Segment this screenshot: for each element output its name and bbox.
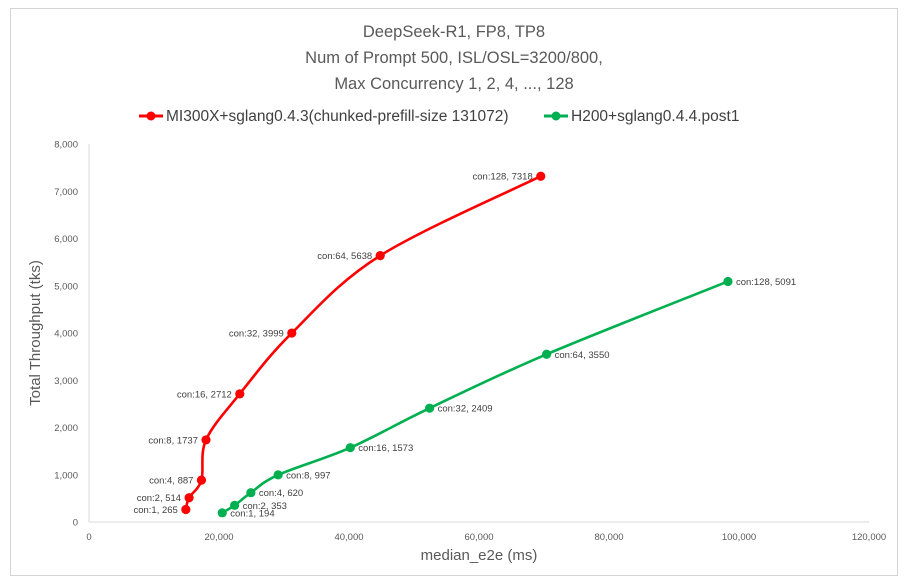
data-point[interactable] [230,500,240,510]
data-label: con:128, 7318 [473,172,533,183]
x-axis-title: median_e2e (ms) [421,547,538,564]
legend-item-h200[interactable]: H200+sglang0.4.4.post1 [544,108,739,125]
data-label: con:16, 1573 [358,443,413,454]
legend-swatch-marker-mi300x [146,111,156,121]
legend-label-h200: H200+sglang0.4.4.post1 [571,108,739,125]
axes: 0 20,000 40,000 60,000 80,000 100,000 120,000 0… [54,140,886,544]
data-point[interactable] [542,349,552,359]
data-label: con:8, 1737 [148,435,198,446]
data-label: con:1, 194 [230,508,274,519]
data-label: con:4, 887 [149,476,193,487]
series-line [184,175,542,510]
legend: MI300X+sglang0.4.3(chunked-prefill-size … [139,108,739,125]
data-point[interactable] [184,493,194,503]
data-label: con:32, 2409 [438,404,493,415]
data-point[interactable] [273,470,283,480]
data-label: con:4, 620 [259,488,303,499]
x-tick-label: 20,000 [204,532,233,543]
title-line-1: DeepSeek-R1, FP8, TP8 [363,23,545,41]
y-tick-label: 2,000 [54,423,78,434]
y-tick-label: 6,000 [54,234,78,245]
data-point[interactable] [181,504,191,515]
data-label: con:32, 3999 [229,329,284,340]
data-point[interactable] [196,475,207,485]
data-label: con:64, 5638 [317,251,372,262]
data-label: con:64, 3550 [555,350,610,361]
data-point[interactable] [217,508,227,518]
data-point[interactable] [375,251,385,261]
y-tick-label: 3,000 [54,376,78,387]
y-tick-label: 7,000 [54,187,78,198]
data-label: con:1, 265 [133,505,177,516]
data-point[interactable] [246,488,256,498]
data-point[interactable] [235,389,245,399]
data-point[interactable] [345,443,355,453]
x-tick-label: 0 [86,532,91,543]
data-point[interactable] [536,171,546,181]
data-point[interactable] [723,276,733,287]
legend-label-mi300x: MI300X+sglang0.4.3(chunked-prefill-size … [166,108,509,125]
data-label: con:128, 5091 [736,277,796,288]
chart-title: DeepSeek-R1, FP8, TP8 Num of Prompt 500,… [305,23,603,93]
legend-swatch-marker-h200 [551,111,561,121]
x-tick-label: 80,000 [594,532,623,543]
data-point[interactable] [287,328,297,338]
data-point[interactable] [201,435,211,445]
y-tick-label: 0 [73,518,78,529]
y-tick-label: 4,000 [54,329,78,340]
x-tick-label: 40,000 [334,532,363,543]
y-tick-label: 8,000 [54,140,78,151]
y-tick-label: 1,000 [54,470,78,481]
x-tick-label: 60,000 [464,532,493,543]
x-tick-label: 100,000 [722,532,756,543]
y-tick-label: 5,000 [54,281,78,292]
data-label: con:2, 514 [137,493,181,504]
title-line-2: Num of Prompt 500, ISL/OSL=3200/800, [305,49,603,67]
data-label: con:8, 997 [286,470,330,481]
y-axis-title: Total Throughput (tks) [27,260,44,406]
chart-frame [10,8,898,576]
data-point[interactable] [425,403,435,413]
legend-item-mi300x[interactable]: MI300X+sglang0.4.3(chunked-prefill-size … [139,108,509,125]
x-tick-label: 120,000 [852,532,886,543]
data-label: con:2, 353 [243,501,287,512]
data-label: con:16, 2712 [177,389,232,400]
title-line-3: Max Concurrency 1, 2, 4, ..., 128 [334,75,573,93]
